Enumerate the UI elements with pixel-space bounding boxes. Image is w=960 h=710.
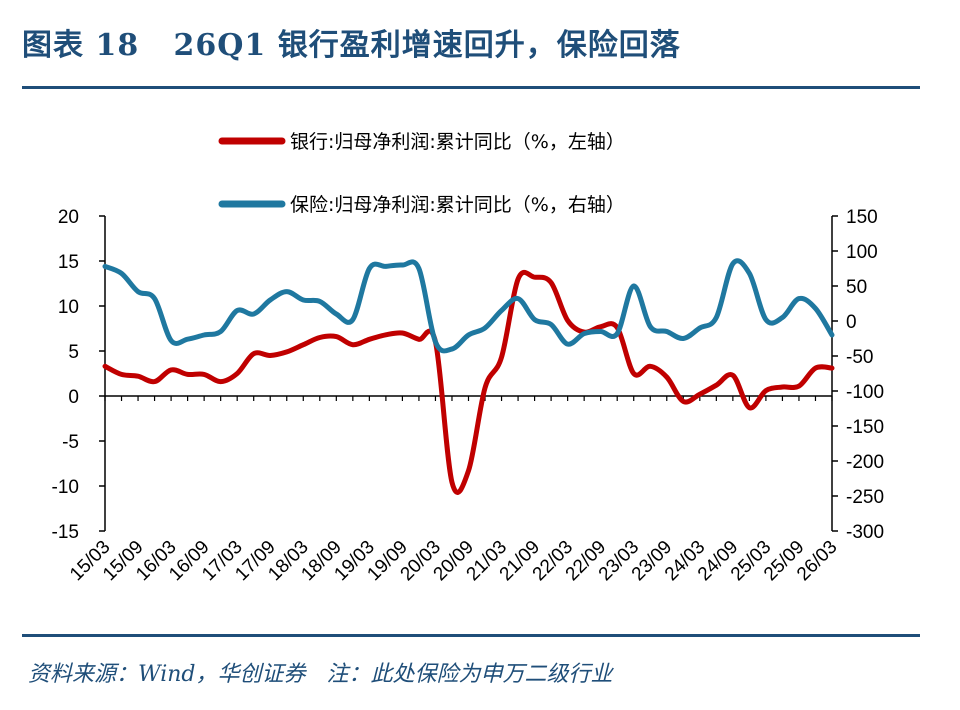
series-line-insurance	[102, 258, 835, 354]
top-rule	[22, 86, 920, 89]
right-tick-label: 150	[846, 207, 878, 228]
left-tick-label: 0	[68, 387, 79, 408]
legend: 银行:归母净利润:累计同比（%，左轴） 保险:归母净利润:累计同比（%，右轴）	[218, 131, 625, 216]
left-tick-label: -5	[62, 432, 79, 453]
source-note: 资料来源：Wind，华创证券 注：此处保险为申万二级行业	[28, 662, 613, 687]
legend-label-insurance: 保险:归母净利润:累计同比（%，右轴）	[290, 194, 625, 216]
dual-axis-line-chart: 银行:归母净利润:累计同比（%，左轴） 保险:归母净利润:累计同比（%，右轴） 2…	[52, 131, 885, 585]
series-layer	[102, 258, 835, 495]
right-tick-label: -200	[846, 452, 884, 473]
left-tick-label: 15	[58, 252, 79, 273]
bottom-rule	[22, 634, 920, 637]
right-tick-label: 100	[846, 242, 878, 263]
right-tick-label: 50	[846, 277, 867, 298]
chart-title-bar: 图表 18 26Q1 银行盈利增速回升，保险回落	[22, 20, 922, 66]
left-tick-label: 10	[58, 297, 79, 318]
right-tick-label: -300	[846, 522, 884, 543]
chart-title: 图表 18 26Q1 银行盈利增速回升，保险回落	[22, 28, 681, 63]
left-tick-label: 20	[58, 207, 79, 228]
right-tick-label: -250	[846, 487, 884, 508]
left-tick-label: -15	[52, 522, 79, 543]
right-axis: 150 100 50 0 -50 -100 -150 -200 -250 -300	[831, 207, 884, 543]
left-tick-label: -10	[52, 477, 79, 498]
left-tick-label: 5	[68, 342, 79, 363]
right-tick-label: -100	[846, 382, 884, 403]
legend-label-bank: 银行:归母净利润:累计同比（%，左轴）	[290, 131, 625, 153]
right-tick-label: 0	[846, 312, 857, 333]
right-tick-label: -150	[846, 417, 884, 438]
right-tick-label: -50	[846, 347, 873, 368]
left-axis: 20 15 10 5 0 -5 -10 -15	[52, 207, 106, 543]
